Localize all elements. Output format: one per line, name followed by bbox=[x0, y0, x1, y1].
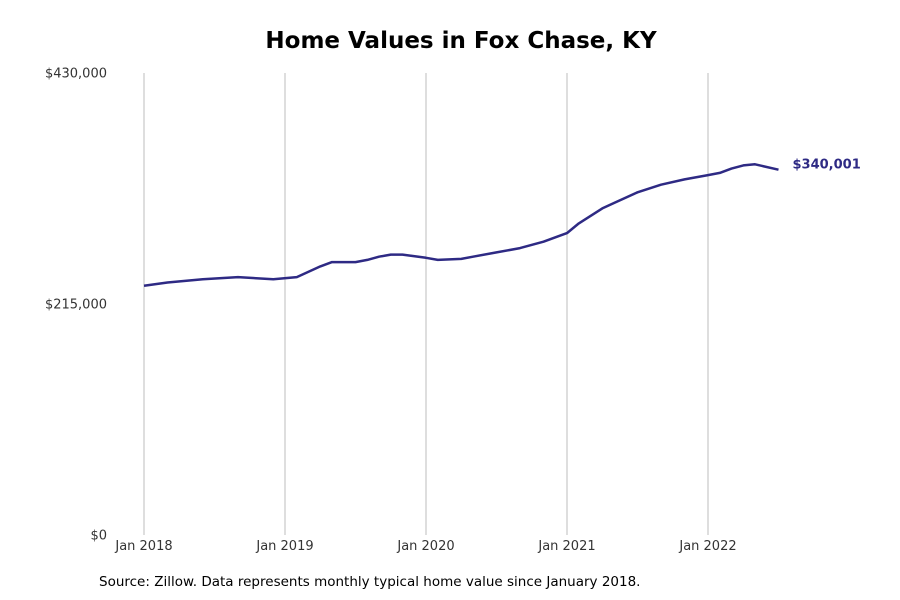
gridlines bbox=[143, 73, 709, 535]
source-note: Source: Zillow. Data represents monthly … bbox=[99, 574, 641, 590]
x-tick-label: Jan 2021 bbox=[537, 539, 595, 554]
y-tick-label: $0 bbox=[90, 529, 107, 544]
series-line bbox=[143, 163, 779, 287]
y-axis-tick-labels: $0 $215,000 $430,000 bbox=[45, 67, 107, 544]
chart-title: Home Values in Fox Chase, KY bbox=[265, 28, 657, 54]
x-tick-label: Jan 2019 bbox=[255, 539, 313, 554]
y-tick-label: $215,000 bbox=[45, 298, 107, 313]
x-axis-tick-labels: Jan 2018 Jan 2019 Jan 2020 Jan 2021 Jan 2022 bbox=[114, 539, 736, 554]
y-tick-label: $430,000 bbox=[45, 67, 107, 82]
x-tick-label: Jan 2022 bbox=[678, 539, 736, 554]
end-value-label: $340,001 bbox=[793, 158, 861, 173]
series-layer: $340,001 bbox=[143, 158, 861, 287]
x-tick-label: Jan 2018 bbox=[114, 539, 172, 554]
x-tick-label: Jan 2020 bbox=[396, 539, 454, 554]
